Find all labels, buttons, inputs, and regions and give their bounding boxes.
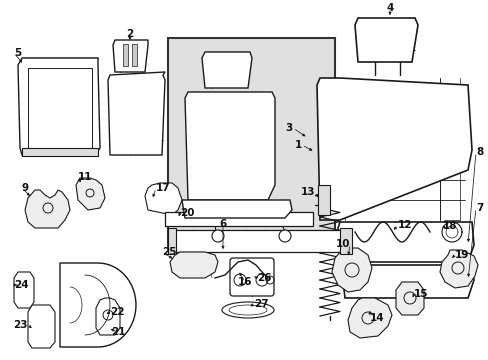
Polygon shape: [18, 58, 100, 155]
Polygon shape: [108, 72, 164, 155]
Circle shape: [279, 230, 290, 242]
Text: 20: 20: [180, 208, 194, 218]
Text: 1: 1: [294, 140, 302, 150]
Text: 22: 22: [110, 307, 124, 317]
Bar: [317, 185, 329, 215]
Polygon shape: [354, 18, 417, 62]
Polygon shape: [184, 92, 274, 200]
Text: 18: 18: [442, 221, 457, 231]
Bar: [170, 230, 345, 252]
Bar: [28, 68, 92, 148]
Text: 7: 7: [475, 203, 482, 213]
Polygon shape: [28, 305, 55, 348]
Text: 14: 14: [369, 313, 384, 323]
Bar: [22, 148, 98, 156]
Text: 4: 4: [386, 3, 393, 13]
Polygon shape: [76, 178, 105, 210]
Polygon shape: [439, 250, 477, 288]
Text: 3: 3: [285, 123, 292, 133]
Bar: [164, 212, 312, 226]
Text: 26: 26: [257, 273, 271, 283]
Text: 23: 23: [14, 320, 28, 330]
Text: 25: 25: [162, 247, 176, 257]
Polygon shape: [170, 252, 218, 278]
Polygon shape: [395, 282, 423, 315]
Polygon shape: [182, 200, 291, 218]
Text: 9: 9: [22, 183, 29, 193]
Text: 24: 24: [14, 280, 29, 290]
Bar: [168, 38, 334, 246]
Text: 17: 17: [156, 183, 170, 193]
Text: 15: 15: [413, 289, 427, 299]
Circle shape: [212, 230, 224, 242]
Bar: [168, 228, 176, 254]
Ellipse shape: [228, 305, 266, 315]
Bar: [132, 44, 137, 66]
Text: 12: 12: [397, 220, 412, 230]
Text: 10: 10: [335, 239, 349, 249]
Text: 19: 19: [454, 250, 468, 260]
Polygon shape: [113, 40, 148, 72]
Polygon shape: [331, 248, 371, 292]
Polygon shape: [145, 183, 182, 215]
Text: 5: 5: [14, 48, 21, 58]
Text: 16: 16: [237, 277, 252, 287]
Text: 27: 27: [253, 299, 268, 309]
Text: 8: 8: [475, 147, 482, 157]
Bar: [123, 44, 128, 66]
Polygon shape: [341, 265, 473, 298]
Text: 11: 11: [78, 172, 92, 182]
Polygon shape: [337, 222, 473, 262]
Polygon shape: [25, 190, 70, 228]
Polygon shape: [96, 298, 120, 335]
Ellipse shape: [222, 302, 273, 318]
Text: 6: 6: [219, 219, 226, 229]
Polygon shape: [347, 298, 391, 338]
Polygon shape: [14, 272, 34, 308]
Text: 2: 2: [126, 29, 133, 39]
Polygon shape: [60, 263, 136, 347]
Bar: [339, 228, 351, 254]
Polygon shape: [316, 78, 471, 220]
Text: 21: 21: [110, 327, 125, 337]
Text: 13: 13: [300, 187, 314, 197]
Polygon shape: [202, 52, 251, 88]
FancyBboxPatch shape: [229, 258, 273, 296]
